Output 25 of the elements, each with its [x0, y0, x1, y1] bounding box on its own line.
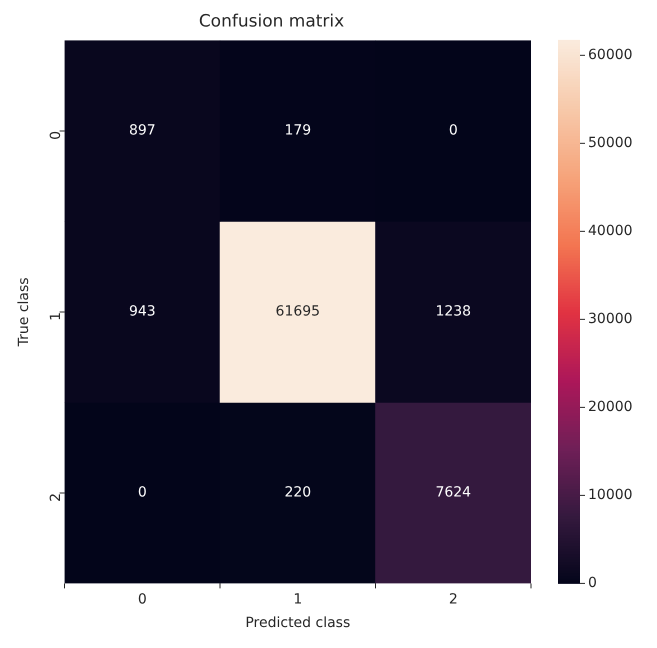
data-label: 897	[128, 122, 156, 139]
y-tick-label: 1	[48, 312, 64, 321]
y-tick-label: 0	[48, 130, 64, 140]
color-bar-label: 30000	[588, 311, 633, 327]
x-tick-label: 1	[293, 591, 302, 608]
x-axis-title: Predicted class	[245, 615, 350, 632]
color-bar-label: 60000	[588, 46, 633, 63]
color-bar-label: 0	[588, 575, 597, 592]
chart-title: Confusion matrix	[198, 12, 344, 32]
y-tick-label: 2	[48, 492, 64, 502]
data-label: 1238	[435, 304, 472, 320]
y-axis-title: True class	[16, 277, 32, 348]
data-label: 220	[284, 484, 312, 501]
data-label: 0	[448, 122, 458, 139]
data-label: 179	[284, 122, 312, 139]
x-tick-label: 2	[448, 591, 458, 608]
data-label: 61695	[276, 304, 320, 320]
color-bar-label: 40000	[588, 222, 633, 239]
color-bar-label: 20000	[588, 399, 633, 416]
data-label: 7624	[435, 484, 472, 501]
x-tick-label: 0	[138, 591, 147, 608]
color-bar-label: 10000	[588, 487, 633, 504]
data-label: 0	[138, 484, 147, 501]
color-bar-label: 50000	[588, 134, 633, 151]
data-label: 943	[128, 304, 156, 320]
